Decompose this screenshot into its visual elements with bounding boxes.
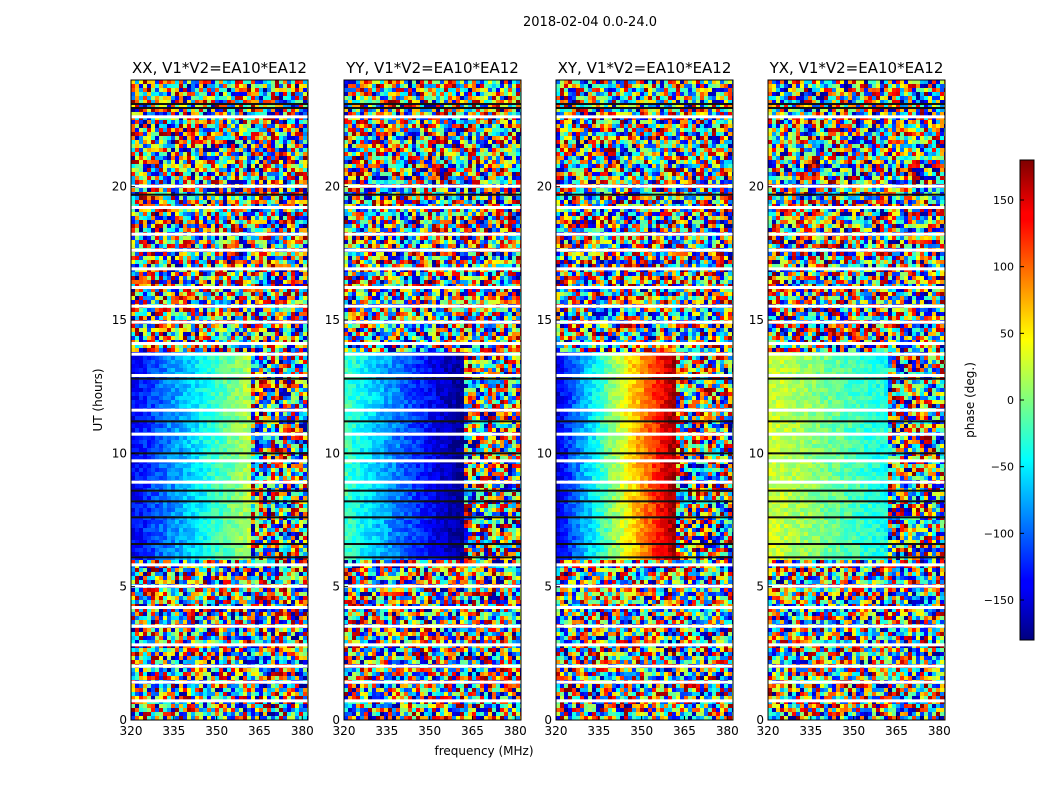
x-tick-label: 350 (630, 724, 653, 738)
y-tick-label: 15 (537, 313, 552, 327)
panel-1: XX, V1*V2=EA10*EA12 320 335 350 365 380 0 5 10 15… (112, 59, 314, 738)
y-tick-label: 20 (112, 180, 127, 194)
panels-group: XX, V1*V2=EA10*EA12 320 335 350 365 380 0 5 10 15… (112, 59, 951, 738)
y-tick-label: 5 (756, 580, 764, 594)
x-tick-label: 320 (545, 724, 568, 738)
panel-title: YY, V1*V2=EA10*EA12 (345, 59, 519, 77)
panel-3: XY, V1*V2=EA10*EA12 320 335 350 365 380 0 5 10 15… (537, 59, 739, 738)
y-tick-label: 10 (112, 446, 127, 460)
x-tick-label: 380 (504, 724, 527, 738)
panel-4: YX, V1*V2=EA10*EA12 320 335 350 365 380 0 5 10 15… (749, 59, 951, 738)
panel-2: YY, V1*V2=EA10*EA12 320 335 350 365 380 0 5 10 15… (325, 59, 527, 738)
x-tick-label: 380 (291, 724, 314, 738)
panel-title: YX, V1*V2=EA10*EA12 (769, 59, 944, 77)
y-tick-label: 10 (749, 446, 764, 460)
colorbar-label: phase (deg.) (963, 362, 977, 438)
panel-image (556, 80, 733, 720)
y-tick-label: 20 (749, 180, 764, 194)
x-tick-label: 350 (842, 724, 865, 738)
panel-title: XY, V1*V2=EA10*EA12 (558, 59, 732, 77)
y-tick-label: 5 (544, 580, 552, 594)
x-tick-label: 335 (799, 724, 822, 738)
y-tick-label: 5 (119, 580, 127, 594)
colorbar-tick-label: 100 (993, 261, 1014, 274)
x-tick-label: 350 (205, 724, 228, 738)
x-tick-label: 380 (716, 724, 739, 738)
x-tick-label: 365 (461, 724, 484, 738)
x-tick-label: 365 (885, 724, 908, 738)
x-tick-label: 320 (757, 724, 780, 738)
x-tick-label: 365 (248, 724, 271, 738)
colorbar-tick-label: −100 (984, 527, 1014, 540)
panel-image (131, 80, 308, 720)
panel-image (344, 80, 521, 720)
x-axis-label: frequency (MHz) (434, 744, 533, 758)
panel-image (768, 80, 945, 720)
y-tick-label: 5 (332, 580, 340, 594)
panel-frame (555, 79, 734, 721)
y-tick-label: 20 (325, 180, 340, 194)
y-tick-label: 10 (537, 446, 552, 460)
panel-title: XX, V1*V2=EA10*EA12 (132, 59, 307, 77)
y-axis-label: UT (hours) (91, 368, 105, 431)
x-tick-label: 335 (587, 724, 610, 738)
x-tick-label: 380 (928, 724, 951, 738)
x-tick-label: 365 (673, 724, 696, 738)
x-tick-label: 335 (162, 724, 185, 738)
figure-suptitle: 2018-02-04 0.0-24.0 (523, 15, 657, 30)
colorbar-ticks: 150 100 50 0 −50 −100 −150 (984, 194, 1024, 607)
panel-frame (130, 79, 309, 721)
x-tick-label: 320 (333, 724, 356, 738)
colorbar-tick-label: −150 (984, 594, 1014, 607)
y-tick-label: 10 (325, 446, 340, 460)
colorbar-tick-label: 0 (1007, 394, 1014, 407)
y-tick-label: 0 (544, 713, 552, 727)
x-tick-label: 350 (418, 724, 441, 738)
x-tick-label: 320 (120, 724, 143, 738)
colorbar-tick-label: 50 (1000, 327, 1014, 340)
y-tick-label: 0 (119, 713, 127, 727)
y-tick-label: 0 (332, 713, 340, 727)
y-tick-label: 20 (537, 180, 552, 194)
panel-frame (767, 79, 946, 721)
y-tick-label: 15 (325, 313, 340, 327)
colorbar-tick-label: 150 (993, 194, 1014, 207)
x-tick-label: 335 (375, 724, 398, 738)
y-tick-label: 15 (112, 313, 127, 327)
y-tick-label: 15 (749, 313, 764, 327)
colorbar: 150 100 50 0 −50 −100 −150 phase (deg.) (963, 159, 1035, 641)
colorbar-tick-label: −50 (991, 461, 1014, 474)
y-tick-label: 0 (756, 713, 764, 727)
panel-frame (343, 79, 522, 721)
